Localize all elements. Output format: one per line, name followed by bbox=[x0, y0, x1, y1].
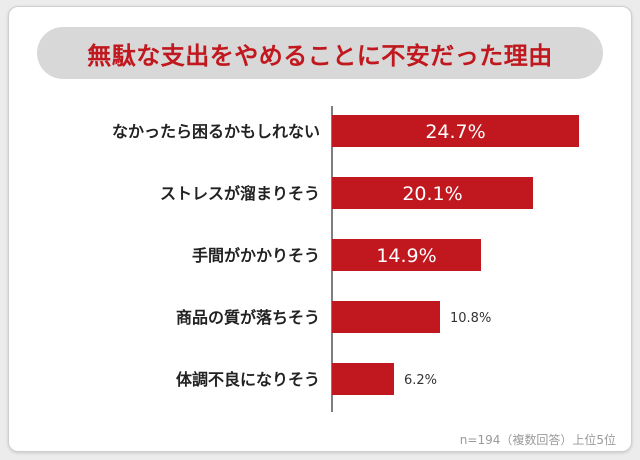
value-label: 20.1% bbox=[402, 183, 462, 205]
category-label: ストレスが溜まりそう bbox=[160, 184, 320, 203]
title-pill: 無駄な支出をやめることに不安だった理由 bbox=[37, 27, 603, 79]
value-label: 24.7% bbox=[425, 121, 485, 143]
bar bbox=[332, 177, 533, 209]
value-label: 14.9% bbox=[376, 245, 436, 267]
category-label: 手間がかかりそう bbox=[192, 246, 320, 265]
category-label: 商品の質が落ちそう bbox=[176, 308, 320, 327]
bar bbox=[332, 363, 394, 395]
bar bbox=[332, 301, 440, 333]
category-label: なかったら困るかもしれない bbox=[112, 122, 320, 141]
bar bbox=[332, 239, 481, 271]
value-label: 6.2% bbox=[404, 373, 437, 388]
sample-note: n=194（複数回答）上位5位 bbox=[459, 433, 616, 447]
chart-card: 無駄な支出をやめることに不安だった理由 bbox=[8, 6, 632, 452]
chart-title: 無駄な支出をやめることに不安だった理由 bbox=[87, 41, 553, 70]
category-label: 体調不良になりそう bbox=[176, 370, 320, 389]
bar bbox=[332, 115, 579, 147]
value-label: 10.8% bbox=[450, 311, 491, 326]
